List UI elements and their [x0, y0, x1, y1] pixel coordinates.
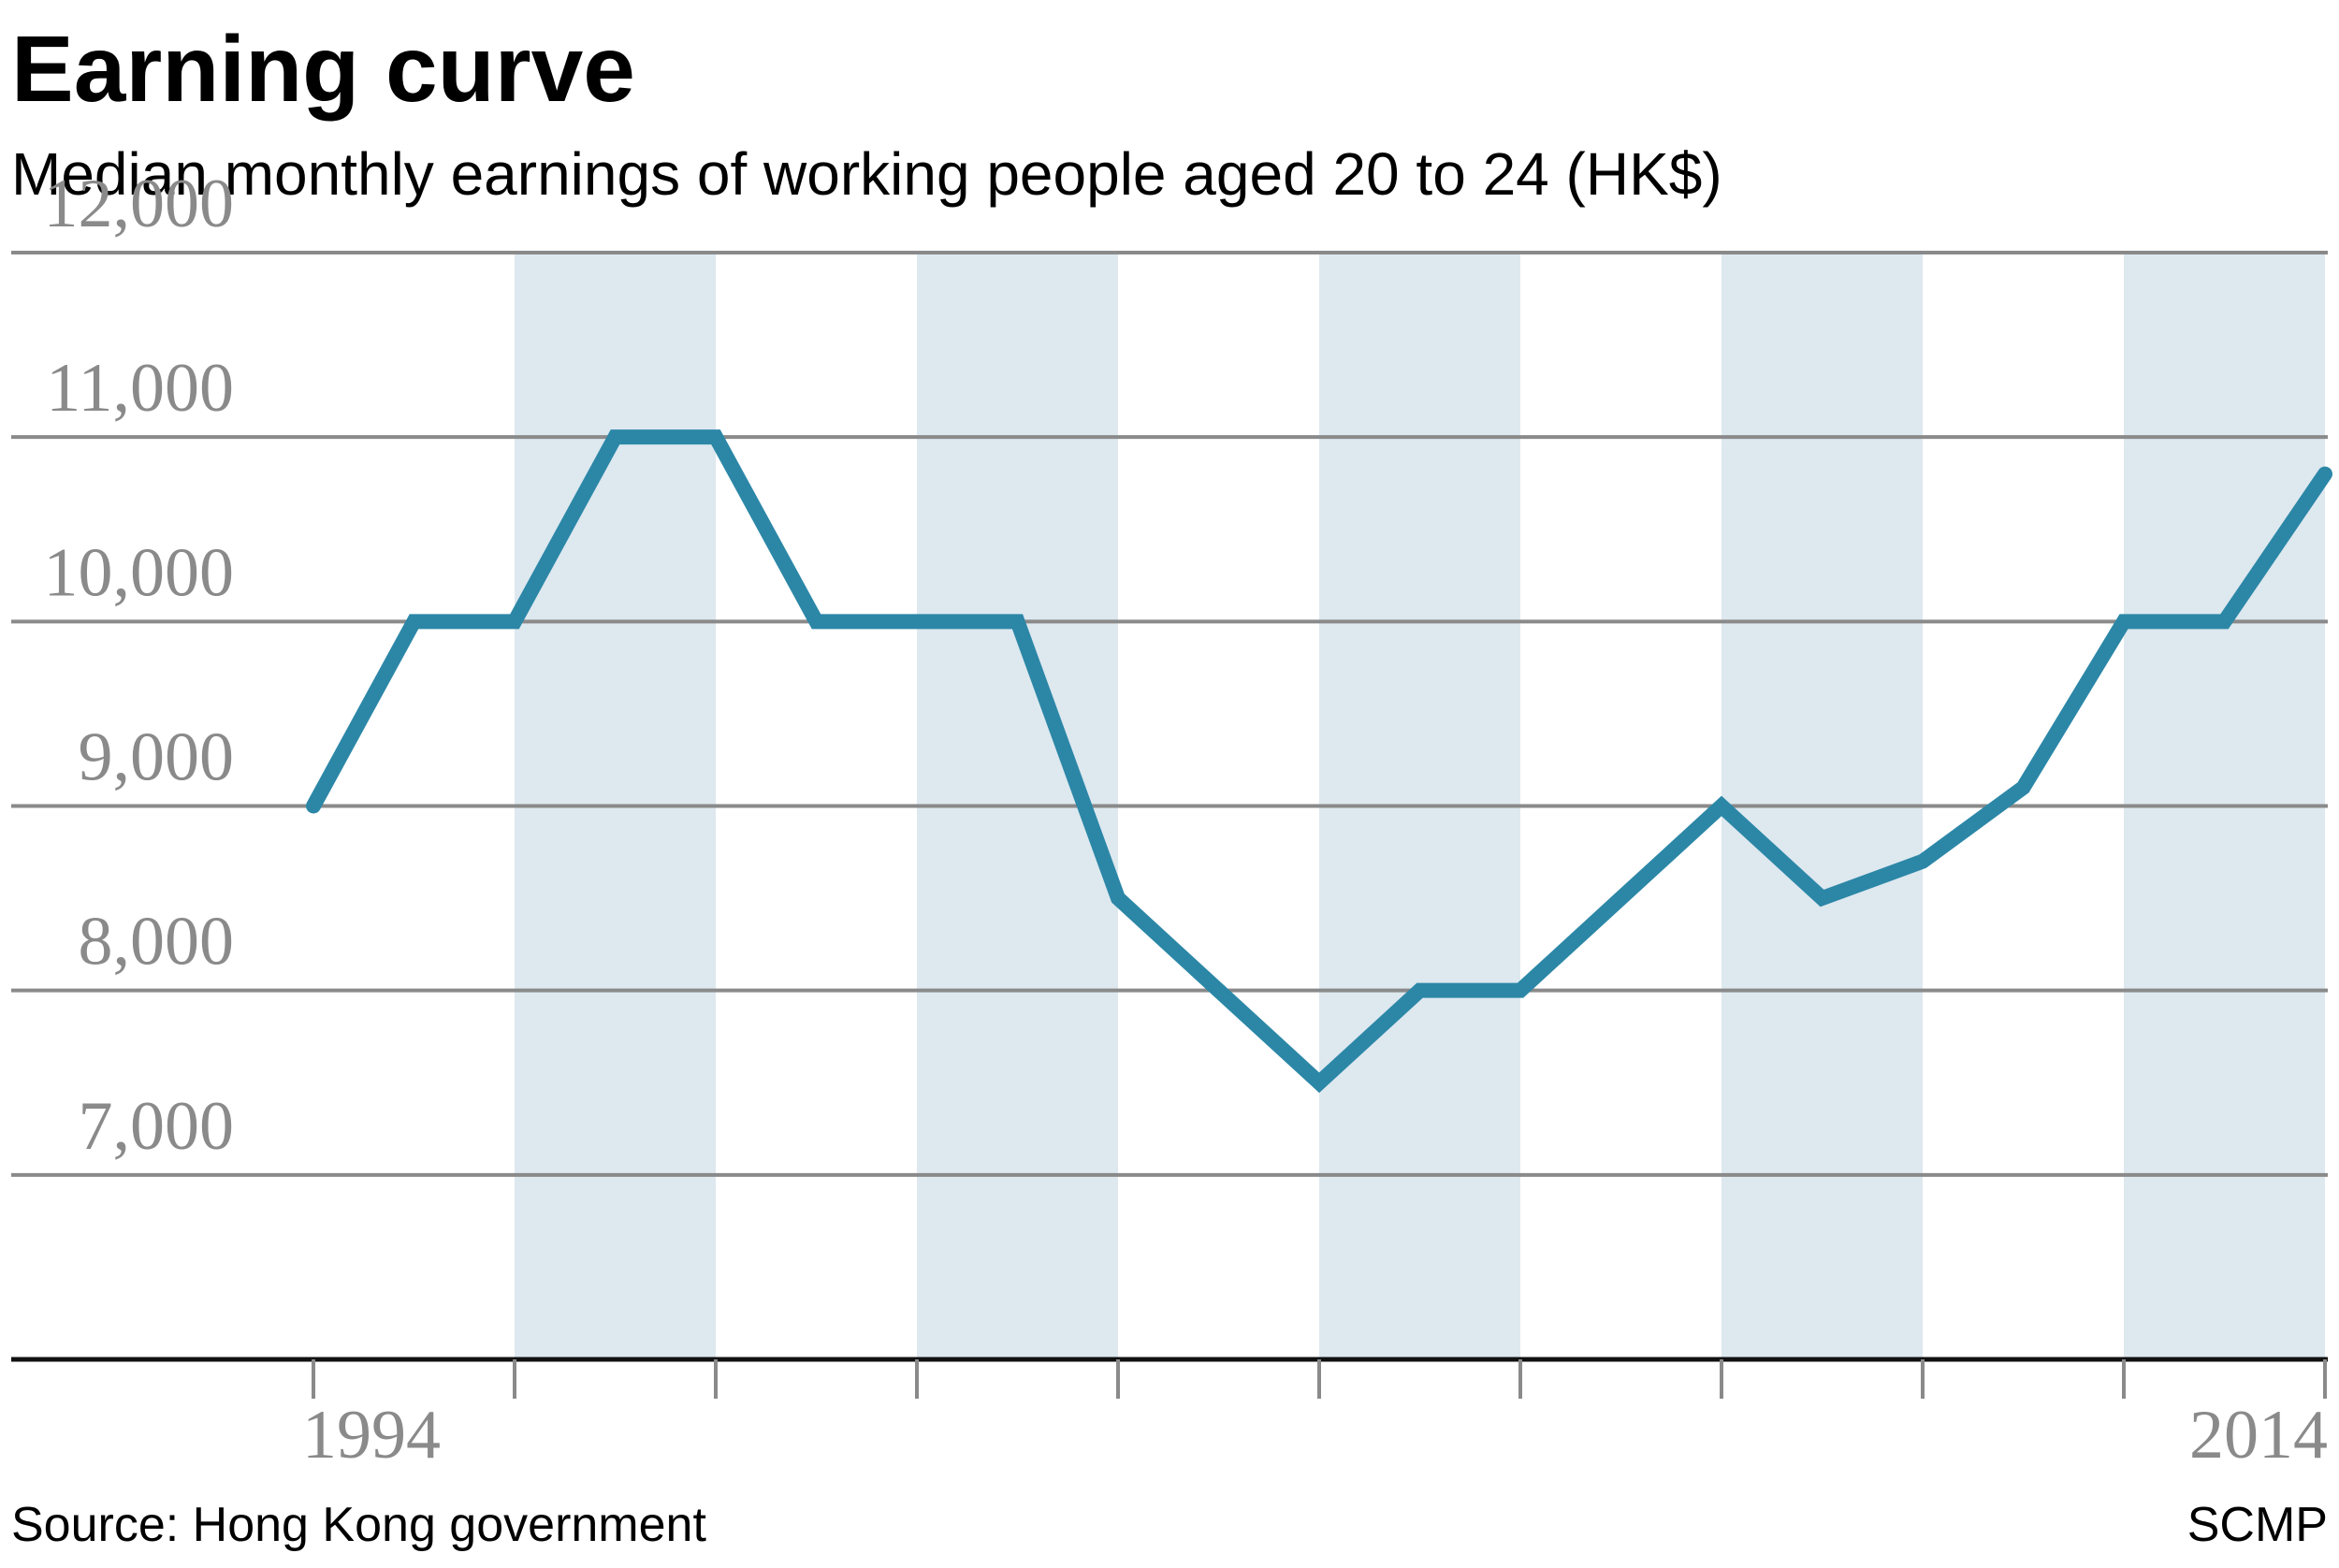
- x-axis: [11, 1357, 2328, 1399]
- y-tick-labels: 7,000 8,000 9,000 10,000 11,000 12,000: [44, 166, 235, 1165]
- y-tick-label: 8,000: [79, 904, 235, 980]
- y-tick-label: 7,000: [79, 1088, 235, 1165]
- x-tick-labels: 1994 2014: [302, 1397, 2328, 1474]
- chart-title: Earning curve: [11, 17, 635, 122]
- y-tick-label: 10,000: [44, 534, 235, 611]
- y-tick-label: 12,000: [44, 166, 235, 242]
- x-tick-label: 2014: [2189, 1397, 2328, 1474]
- chart-subtitle: Median monthly earnings of working peopl…: [11, 140, 1722, 208]
- credit-label: SCMP: [2187, 1498, 2328, 1552]
- y-tick-label: 11,000: [46, 350, 234, 427]
- gridlines: [11, 251, 2328, 1177]
- series-line: [306, 429, 2332, 1094]
- source-note: Source: Hong Kong government: [11, 1498, 706, 1552]
- y-tick-label: 9,000: [79, 719, 235, 796]
- data-series: [306, 429, 2332, 1094]
- x-tick-label: 1994: [302, 1397, 441, 1474]
